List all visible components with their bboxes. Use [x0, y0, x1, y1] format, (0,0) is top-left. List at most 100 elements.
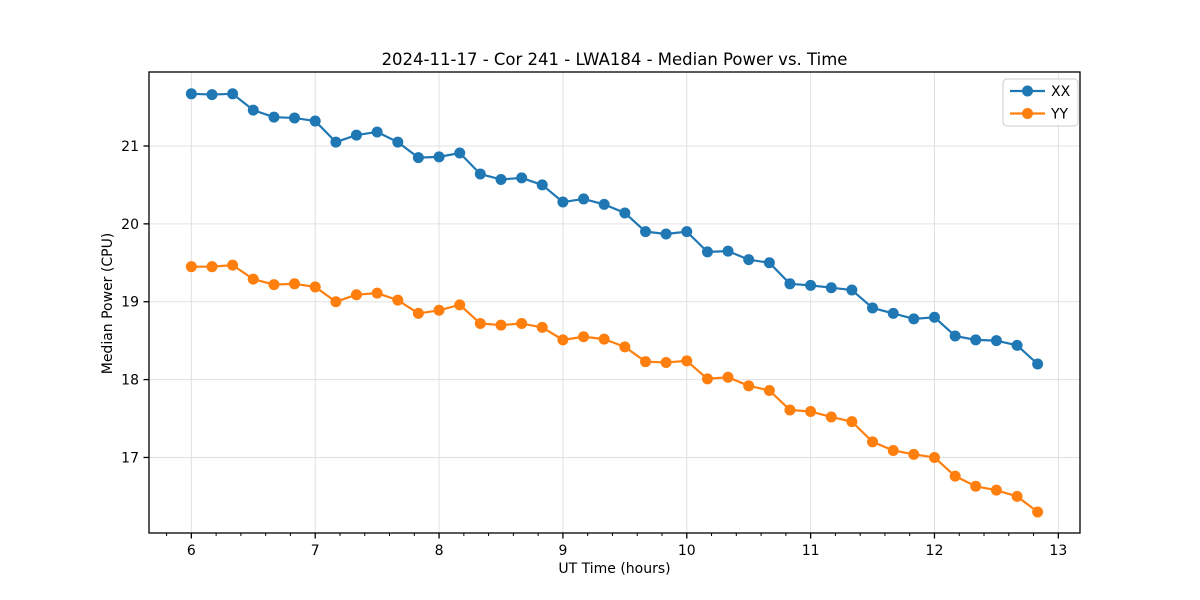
data-point-yy-6.667 — [268, 279, 280, 291]
data-point-yy-6.167 — [206, 261, 218, 273]
data-point-xx-6.833 — [289, 112, 301, 124]
data-point-xx-7.5 — [371, 126, 383, 138]
data-point-yy-11.167 — [825, 411, 837, 423]
data-point-xx-11.667 — [887, 307, 899, 319]
x-tick-label-9: 9 — [558, 543, 567, 559]
data-point-yy-7.333 — [350, 289, 362, 301]
data-point-yy-6.833 — [289, 278, 301, 290]
axes-spines — [148, 71, 1081, 534]
chart-title: 2024-11-17 - Cor 241 - LWA184 - Median P… — [382, 50, 848, 69]
data-point-xx-8.167 — [454, 147, 466, 159]
data-point-xx-8.833 — [536, 179, 548, 191]
data-point-yy-10.667 — [763, 384, 775, 396]
data-point-xx-6.167 — [206, 89, 218, 101]
data-point-xx-11.167 — [825, 282, 837, 294]
data-point-yy-11.5 — [867, 436, 879, 448]
data-point-xx-11.333 — [846, 284, 858, 296]
data-point-xx-6.5 — [247, 104, 259, 116]
data-point-xx-7.333 — [350, 129, 362, 141]
data-point-xx-12.833 — [1032, 358, 1044, 370]
data-point-xx-9.5 — [619, 207, 631, 219]
series-xx-line — [191, 92, 1039, 365]
data-point-yy-9 — [557, 334, 569, 346]
data-point-xx-10.5 — [743, 254, 755, 266]
data-point-yy-8.833 — [536, 321, 548, 333]
data-point-yy-7 — [309, 281, 321, 293]
data-point-xx-10.833 — [784, 278, 796, 290]
legend-marker-yy — [1022, 108, 1033, 119]
data-point-xx-8.5 — [495, 173, 507, 185]
data-point-yy-11.333 — [846, 416, 858, 428]
data-point-yy-11.833 — [908, 448, 920, 460]
data-point-xx-11.833 — [908, 313, 920, 325]
data-point-xx-7.667 — [392, 136, 404, 148]
data-point-yy-6.5 — [247, 273, 259, 285]
data-point-yy-7.167 — [330, 296, 342, 308]
data-point-xx-6.333 — [227, 88, 239, 100]
data-point-xx-6.667 — [268, 111, 280, 123]
data-point-yy-11 — [805, 406, 817, 418]
data-point-yy-9.833 — [660, 356, 672, 368]
data-point-xx-10.167 — [701, 246, 713, 258]
data-point-yy-12.333 — [970, 480, 982, 492]
data-point-yy-6 — [185, 261, 197, 273]
data-point-yy-7.5 — [371, 287, 383, 299]
data-point-yy-8.667 — [516, 318, 528, 330]
data-point-xx-7.833 — [412, 152, 424, 164]
data-point-yy-10 — [681, 355, 693, 367]
data-point-xx-12.167 — [949, 330, 961, 342]
x-axis-label: UT Time (hours) — [558, 561, 670, 577]
legend-label-yy: YY — [1050, 107, 1069, 123]
data-point-yy-7.667 — [392, 294, 404, 306]
data-point-yy-9.5 — [619, 341, 631, 353]
data-point-yy-12.667 — [1011, 490, 1023, 502]
data-point-xx-9.167 — [578, 193, 590, 205]
data-point-xx-10.333 — [722, 245, 734, 257]
data-point-yy-10.167 — [701, 373, 713, 385]
data-point-yy-8.333 — [474, 318, 486, 330]
y-tick-label-18: 18 — [121, 373, 139, 389]
data-point-xx-10 — [681, 226, 693, 238]
data-point-yy-8 — [433, 304, 445, 316]
legend-marker-xx — [1022, 85, 1033, 97]
data-point-yy-7.833 — [412, 307, 424, 319]
plot-area: 6 7 8 9 10 11 12 13 17 18 19 20 21 XX YY — [121, 71, 1081, 559]
data-point-yy-10.833 — [784, 404, 796, 416]
y-axis-label: Median Power (CPU) — [100, 233, 116, 375]
y-tick-label-17: 17 — [121, 450, 139, 466]
data-point-xx-12 — [928, 311, 940, 323]
data-point-yy-9.333 — [598, 333, 610, 345]
x-tick-label-8: 8 — [435, 543, 444, 559]
data-point-yy-8.5 — [495, 319, 507, 331]
x-tick-label-12: 12 — [926, 543, 944, 559]
data-point-yy-9.167 — [578, 331, 590, 343]
data-point-xx-12.333 — [970, 334, 982, 346]
x-tick-label-11: 11 — [802, 543, 820, 559]
data-point-xx-12.5 — [990, 335, 1002, 347]
data-point-xx-10.667 — [763, 257, 775, 269]
data-point-yy-8.167 — [454, 299, 466, 311]
data-point-yy-12 — [928, 451, 940, 463]
data-point-xx-9.333 — [598, 198, 610, 210]
data-point-xx-11 — [805, 279, 817, 291]
data-point-xx-8.333 — [474, 168, 486, 180]
x-tick-label-6: 6 — [187, 543, 196, 559]
data-point-yy-10.333 — [722, 371, 734, 383]
data-point-yy-11.667 — [887, 444, 899, 456]
x-tick-label-7: 7 — [311, 543, 320, 559]
legend-label-xx: XX — [1051, 84, 1071, 100]
data-point-yy-12.833 — [1032, 506, 1044, 518]
data-point-yy-6.333 — [227, 259, 239, 271]
x-tick-label-10: 10 — [678, 543, 696, 559]
x-tick-label-13: 13 — [1049, 543, 1067, 559]
data-point-xx-7 — [309, 115, 321, 127]
data-point-xx-8 — [433, 151, 445, 163]
y-tick-label-19: 19 — [121, 295, 139, 311]
data-point-xx-11.5 — [867, 302, 879, 314]
data-point-yy-10.5 — [743, 380, 755, 392]
data-point-xx-9.833 — [660, 228, 672, 240]
data-point-xx-9 — [557, 196, 569, 208]
data-point-yy-12.167 — [949, 470, 961, 482]
